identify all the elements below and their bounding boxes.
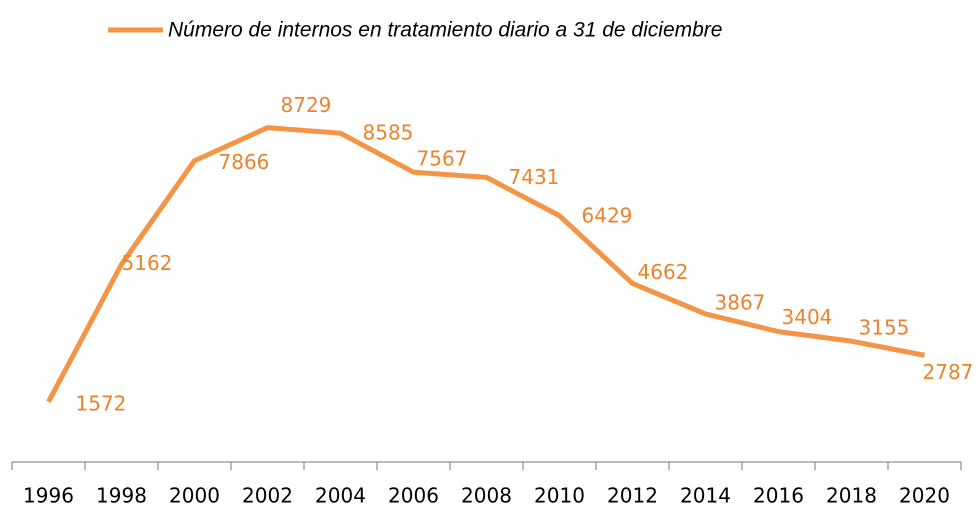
x-tick-label: 2000 xyxy=(169,484,220,506)
x-tick-label: 2016 xyxy=(753,484,804,506)
data-label: 2787 xyxy=(923,360,974,384)
x-tick-label: 2002 xyxy=(242,484,293,506)
x-tick-label: 2018 xyxy=(826,484,877,506)
data-label: 3404 xyxy=(782,305,833,329)
x-tick-label: 1998 xyxy=(96,484,147,506)
x-tick-label: 2014 xyxy=(680,484,731,506)
data-label: 8729 xyxy=(281,93,332,117)
x-tick-label: 2012 xyxy=(607,484,658,506)
data-label: 7431 xyxy=(509,165,560,189)
data-label: 1572 xyxy=(76,391,127,415)
x-tick-label: 1996 xyxy=(23,484,74,506)
line xyxy=(46,125,925,403)
data-label: 4662 xyxy=(638,260,689,284)
data-label: 3867 xyxy=(715,290,766,314)
data-label: 5162 xyxy=(122,251,173,275)
data-label: 8585 xyxy=(363,121,414,145)
data-label: 3155 xyxy=(859,316,910,340)
data-label: 6429 xyxy=(582,203,633,227)
x-tick-label: 2008 xyxy=(461,484,512,506)
x-tick-label: 2004 xyxy=(315,484,366,506)
data-label: 7866 xyxy=(219,150,270,174)
legend-label: Número de internos en tratamiento diario… xyxy=(168,19,722,42)
x-tick-label: 2010 xyxy=(534,484,585,506)
x-tick-label: 2020 xyxy=(899,484,950,506)
x-tick-label: 2006 xyxy=(388,484,439,506)
data-label: 7567 xyxy=(417,147,468,171)
